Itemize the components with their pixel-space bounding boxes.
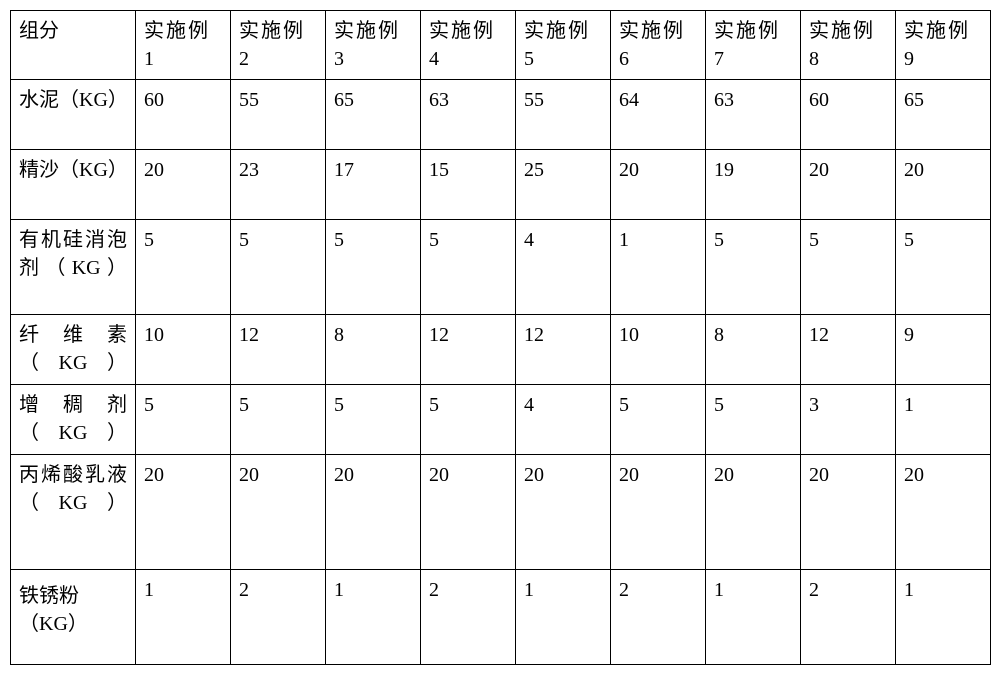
table-row: 铁锈粉（KG） 1 2 1 2 1 2 1 2 1 <box>11 570 991 665</box>
data-cell: 5 <box>231 385 326 455</box>
data-cell: 5 <box>706 385 801 455</box>
data-cell: 8 <box>706 315 801 385</box>
table-row: 有机硅消泡剂（KG） 5 5 5 5 4 1 5 5 5 <box>11 220 991 315</box>
data-cell: 5 <box>611 385 706 455</box>
data-cell: 1 <box>896 385 991 455</box>
data-cell: 64 <box>611 80 706 150</box>
data-cell: 5 <box>706 220 801 315</box>
header-cell-ex6: 实施例 6 <box>611 11 706 80</box>
data-cell: 1 <box>136 570 231 665</box>
row-label-thickener: 增稠剂（KG） <box>11 385 136 455</box>
data-cell: 10 <box>136 315 231 385</box>
data-cell: 25 <box>516 150 611 220</box>
table-row: 精沙（KG） 20 23 17 15 25 20 19 20 20 <box>11 150 991 220</box>
data-cell: 4 <box>516 385 611 455</box>
data-cell: 20 <box>706 455 801 570</box>
data-cell: 5 <box>421 220 516 315</box>
data-cell: 20 <box>611 150 706 220</box>
data-cell: 23 <box>231 150 326 220</box>
row-label-acrylic-emulsion: 丙烯酸乳液（KG） <box>11 455 136 570</box>
data-cell: 60 <box>136 80 231 150</box>
header-cell-component: 组分 <box>11 11 136 80</box>
data-cell: 2 <box>801 570 896 665</box>
data-cell: 63 <box>421 80 516 150</box>
data-cell: 20 <box>801 150 896 220</box>
header-cell-ex7: 实施例 7 <box>706 11 801 80</box>
data-cell: 1 <box>706 570 801 665</box>
data-cell: 12 <box>231 315 326 385</box>
header-cell-ex3: 实施例 3 <box>326 11 421 80</box>
data-cell: 2 <box>231 570 326 665</box>
data-cell: 5 <box>136 220 231 315</box>
data-cell: 65 <box>896 80 991 150</box>
data-cell: 5 <box>801 220 896 315</box>
table-row: 水泥（KG） 60 55 65 63 55 64 63 60 65 <box>11 80 991 150</box>
data-cell: 20 <box>801 455 896 570</box>
data-cell: 20 <box>231 455 326 570</box>
table-row: 丙烯酸乳液（KG） 20 20 20 20 20 20 20 20 20 <box>11 455 991 570</box>
header-cell-ex5: 实施例 5 <box>516 11 611 80</box>
header-cell-ex4: 实施例 4 <box>421 11 516 80</box>
data-cell: 1 <box>516 570 611 665</box>
data-cell: 12 <box>516 315 611 385</box>
data-cell: 5 <box>421 385 516 455</box>
data-cell: 55 <box>516 80 611 150</box>
header-cell-ex1: 实施例 1 <box>136 11 231 80</box>
header-cell-ex9: 实施例 9 <box>896 11 991 80</box>
row-label-silicone-defoamer: 有机硅消泡剂（KG） <box>11 220 136 315</box>
composition-table: 组分 实施例 1 实施例 2 实施例 3 实施例 4 实施例 5 实施例 6 实… <box>10 10 991 665</box>
data-cell: 20 <box>136 455 231 570</box>
data-cell: 20 <box>136 150 231 220</box>
row-label-cement: 水泥（KG） <box>11 80 136 150</box>
data-cell: 5 <box>136 385 231 455</box>
data-cell: 19 <box>706 150 801 220</box>
data-cell: 17 <box>326 150 421 220</box>
data-cell: 5 <box>896 220 991 315</box>
data-cell: 12 <box>801 315 896 385</box>
table-row: 纤维素（KG） 10 12 8 12 12 10 8 12 9 <box>11 315 991 385</box>
data-cell: 2 <box>611 570 706 665</box>
data-cell: 20 <box>516 455 611 570</box>
header-cell-ex2: 实施例 2 <box>231 11 326 80</box>
data-cell: 5 <box>326 385 421 455</box>
table-header-row: 组分 实施例 1 实施例 2 实施例 3 实施例 4 实施例 5 实施例 6 实… <box>11 11 991 80</box>
data-cell: 1 <box>896 570 991 665</box>
data-cell: 5 <box>231 220 326 315</box>
row-label-cellulose: 纤维素（KG） <box>11 315 136 385</box>
data-cell: 20 <box>896 455 991 570</box>
data-cell: 63 <box>706 80 801 150</box>
data-cell: 20 <box>326 455 421 570</box>
data-cell: 60 <box>801 80 896 150</box>
header-cell-ex8: 实施例 8 <box>801 11 896 80</box>
row-label-sand: 精沙（KG） <box>11 150 136 220</box>
row-label-iron-rust-powder: 铁锈粉（KG） <box>11 570 136 665</box>
data-cell: 12 <box>421 315 516 385</box>
data-cell: 4 <box>516 220 611 315</box>
data-cell: 20 <box>896 150 991 220</box>
data-cell: 20 <box>611 455 706 570</box>
data-cell: 55 <box>231 80 326 150</box>
data-cell: 2 <box>421 570 516 665</box>
table-row: 增稠剂（KG） 5 5 5 5 4 5 5 3 1 <box>11 385 991 455</box>
data-cell: 65 <box>326 80 421 150</box>
data-cell: 3 <box>801 385 896 455</box>
data-cell: 1 <box>326 570 421 665</box>
data-cell: 8 <box>326 315 421 385</box>
data-cell: 20 <box>421 455 516 570</box>
data-cell: 9 <box>896 315 991 385</box>
data-cell: 15 <box>421 150 516 220</box>
data-cell: 5 <box>326 220 421 315</box>
data-cell: 10 <box>611 315 706 385</box>
data-cell: 1 <box>611 220 706 315</box>
